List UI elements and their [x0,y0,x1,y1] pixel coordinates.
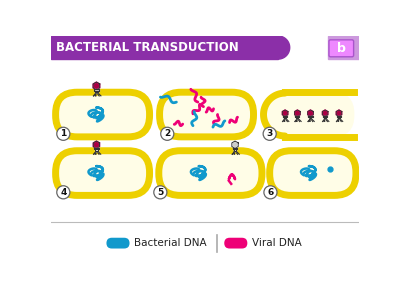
Polygon shape [284,117,286,118]
Polygon shape [278,36,290,59]
Circle shape [57,127,70,140]
Polygon shape [93,141,100,148]
Polygon shape [322,110,328,116]
Text: b: b [337,42,346,55]
Polygon shape [95,149,98,151]
Text: Viral DNA: Viral DNA [252,238,302,248]
Polygon shape [324,111,327,115]
Polygon shape [284,111,287,115]
Polygon shape [233,148,238,149]
Text: 4: 4 [60,188,66,197]
Text: 5: 5 [157,188,164,197]
FancyBboxPatch shape [160,92,254,137]
Text: 1: 1 [60,129,66,138]
Polygon shape [337,111,340,115]
Circle shape [264,186,277,199]
Polygon shape [233,142,237,147]
Polygon shape [308,116,312,117]
FancyBboxPatch shape [264,92,354,137]
Polygon shape [95,142,98,147]
Polygon shape [94,148,99,149]
Polygon shape [324,117,326,118]
FancyBboxPatch shape [329,40,354,57]
Circle shape [57,186,70,199]
FancyBboxPatch shape [159,151,262,195]
FancyBboxPatch shape [224,238,247,248]
Text: BACTERIAL TRANSDUCTION: BACTERIAL TRANSDUCTION [56,41,238,54]
Polygon shape [323,116,327,117]
Text: Bacterial DNA: Bacterial DNA [134,238,207,248]
Polygon shape [296,117,298,118]
Text: 6: 6 [267,188,274,197]
Circle shape [154,186,167,199]
FancyBboxPatch shape [56,92,150,137]
Polygon shape [94,89,99,91]
Polygon shape [296,111,299,115]
Polygon shape [308,110,313,116]
Polygon shape [95,91,98,92]
Text: 2: 2 [164,129,170,138]
Polygon shape [328,36,359,59]
Polygon shape [94,84,98,88]
FancyBboxPatch shape [106,238,130,248]
Circle shape [263,127,276,140]
Polygon shape [283,116,287,117]
Polygon shape [234,149,236,151]
Circle shape [161,127,174,140]
Polygon shape [51,36,278,59]
Polygon shape [310,117,312,118]
Polygon shape [93,82,100,90]
Polygon shape [309,111,312,115]
Polygon shape [295,116,300,117]
FancyBboxPatch shape [56,151,150,195]
Polygon shape [336,110,342,116]
Polygon shape [295,110,300,116]
Polygon shape [232,141,238,148]
Text: 3: 3 [266,129,273,138]
Polygon shape [282,110,288,116]
FancyBboxPatch shape [270,151,356,195]
Polygon shape [337,116,341,117]
Polygon shape [338,117,340,118]
